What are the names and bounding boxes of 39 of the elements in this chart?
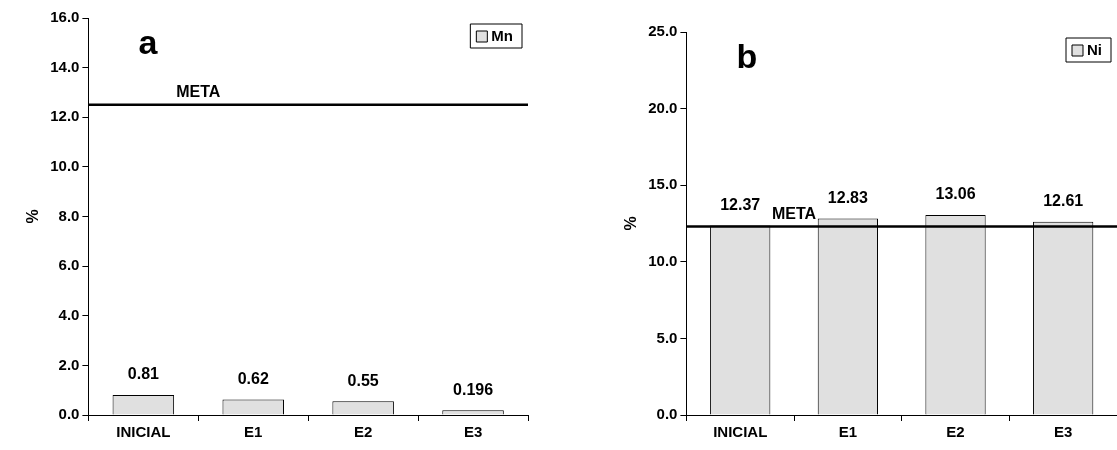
data-label: 0.62 — [237, 370, 269, 388]
ref-line-label: META — [176, 83, 221, 101]
y-tick-label: 5.0 — [656, 328, 678, 346]
y-tick-label: 4.0 — [58, 305, 80, 323]
y-tick-label: 25.0 — [648, 22, 678, 40]
y-tick-label: 0.0 — [656, 405, 678, 423]
legend-label: Ni — [1087, 41, 1102, 59]
y-axis-title: % — [24, 209, 42, 224]
y-tick-label: 14.0 — [50, 57, 80, 75]
data-label: 12.61 — [1043, 192, 1084, 210]
x-tick-label: E3 — [463, 423, 483, 441]
data-label: 0.81 — [127, 365, 160, 383]
annotation: a — [138, 23, 159, 62]
x-tick-label: E2 — [353, 423, 373, 441]
x-tick-label: E2 — [946, 423, 965, 441]
y-tick-label: 10.0 — [648, 251, 678, 269]
x-tick-label: INICIAL — [116, 423, 171, 441]
annotation: b — [736, 37, 758, 76]
x-tick-label: E1 — [838, 423, 858, 441]
legend-label: Mn — [491, 27, 514, 45]
y-tick-label: 20.0 — [648, 98, 678, 116]
x-tick-label: INICIAL — [713, 423, 768, 441]
ref-line-label: META — [771, 204, 817, 222]
x-tick-label: E1 — [244, 423, 263, 441]
y-tick-label: 15.0 — [648, 175, 678, 193]
data-label: 13.06 — [935, 185, 976, 203]
y-tick-label: 2.0 — [58, 355, 80, 373]
data-label: 0.55 — [347, 371, 379, 389]
y-tick-label: 8.0 — [58, 206, 80, 224]
data-label: 12.37 — [720, 195, 761, 213]
data-label: 0.196 — [453, 380, 494, 398]
y-axis-title: % — [622, 216, 640, 231]
x-tick-label: E3 — [1053, 423, 1073, 441]
y-tick-label: 16.0 — [50, 8, 80, 26]
y-tick-label: 10.0 — [50, 157, 80, 175]
y-tick-label: 12.0 — [50, 107, 80, 125]
data-label: 12.83 — [827, 188, 868, 206]
y-tick-label: 6.0 — [58, 256, 80, 274]
y-tick-label: 0.0 — [58, 405, 80, 423]
